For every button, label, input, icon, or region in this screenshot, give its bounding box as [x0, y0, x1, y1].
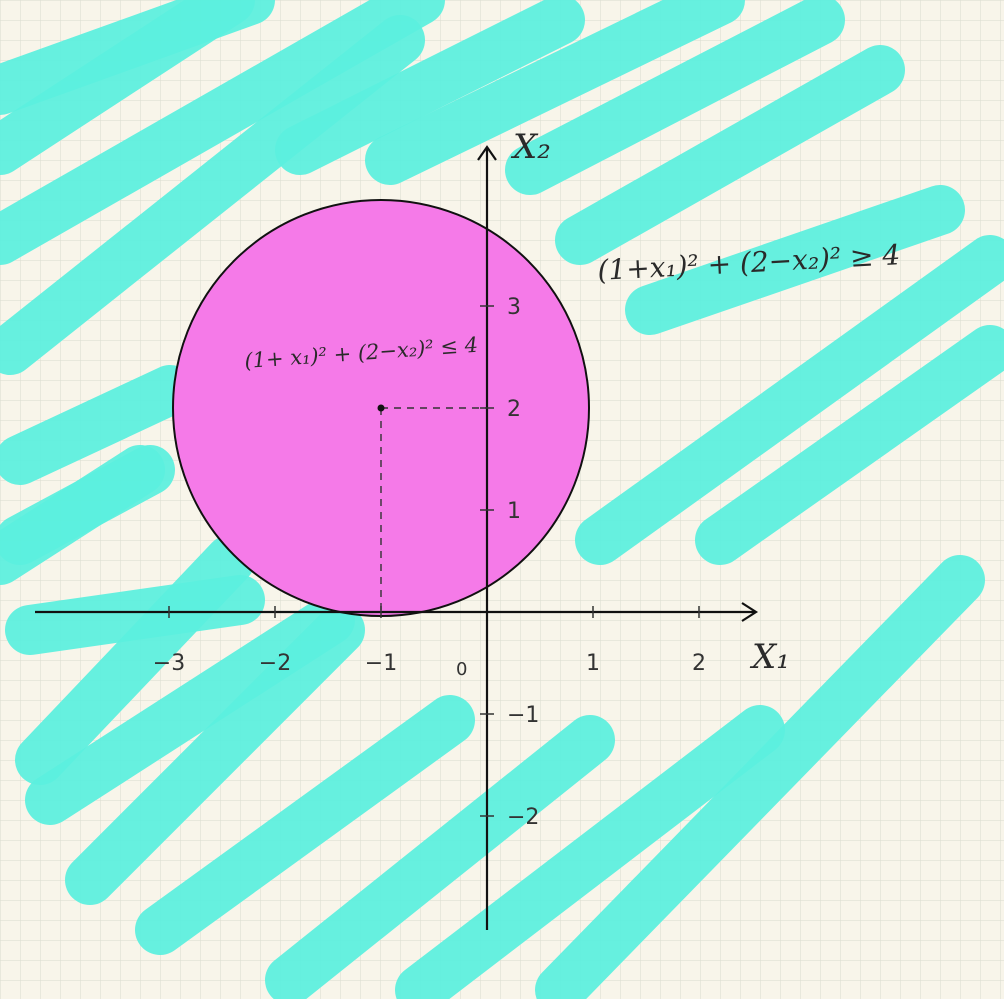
- hatch-stroke: [0, 0, 445, 265]
- hatch-stroke: [65, 605, 365, 905]
- hatch-stroke: [505, 0, 845, 195]
- hatch-stroke: [365, 0, 745, 185]
- hatch-stroke: [0, 445, 165, 585]
- hatch-stroke: [0, 15, 425, 375]
- y-axis-ticks: 3 2 1 −1 −2: [480, 295, 539, 830]
- hatch-stroke: [535, 555, 985, 999]
- x-tick-label: −1: [365, 651, 397, 676]
- x-axis-ticks: −3 −2 −1 1 2: [153, 606, 706, 676]
- center-guide-lines: [380, 407, 487, 612]
- hatch-stroke: [395, 705, 785, 999]
- disk-center-point: [377, 404, 385, 412]
- y-axis-arrowhead: [477, 145, 497, 161]
- y-tick-label: −2: [507, 805, 539, 830]
- x-tick-label: −2: [259, 651, 291, 676]
- x-tick-label: 1: [586, 651, 600, 676]
- x-tick-label: 2: [692, 651, 706, 676]
- hatch-stroke: [265, 715, 615, 999]
- hatch-stroke: [555, 45, 905, 265]
- y-tick-label: 2: [507, 397, 521, 422]
- hatch-stroke: [695, 325, 1004, 565]
- y-tick-label: 1: [507, 499, 521, 524]
- hatch-stroke: [15, 535, 255, 785]
- hatch-stroke: [575, 235, 1004, 565]
- hatch-stroke: [275, 0, 585, 175]
- hatch-stroke: [135, 695, 475, 955]
- y-tick-label: 3: [507, 295, 521, 320]
- y-tick-label: −1: [507, 703, 539, 728]
- hatch-stroke: [25, 595, 355, 825]
- hatch-stroke: [0, 0, 275, 115]
- x-tick-label: −3: [153, 651, 185, 676]
- hatch-stroke: [625, 185, 965, 335]
- origin-label: 0: [456, 659, 467, 680]
- x-axis-label: X₁: [749, 637, 790, 677]
- x-axis-arrowhead: [741, 602, 759, 622]
- hatch-stroke: [0, 365, 195, 485]
- y-axis-label: X₂: [510, 127, 551, 167]
